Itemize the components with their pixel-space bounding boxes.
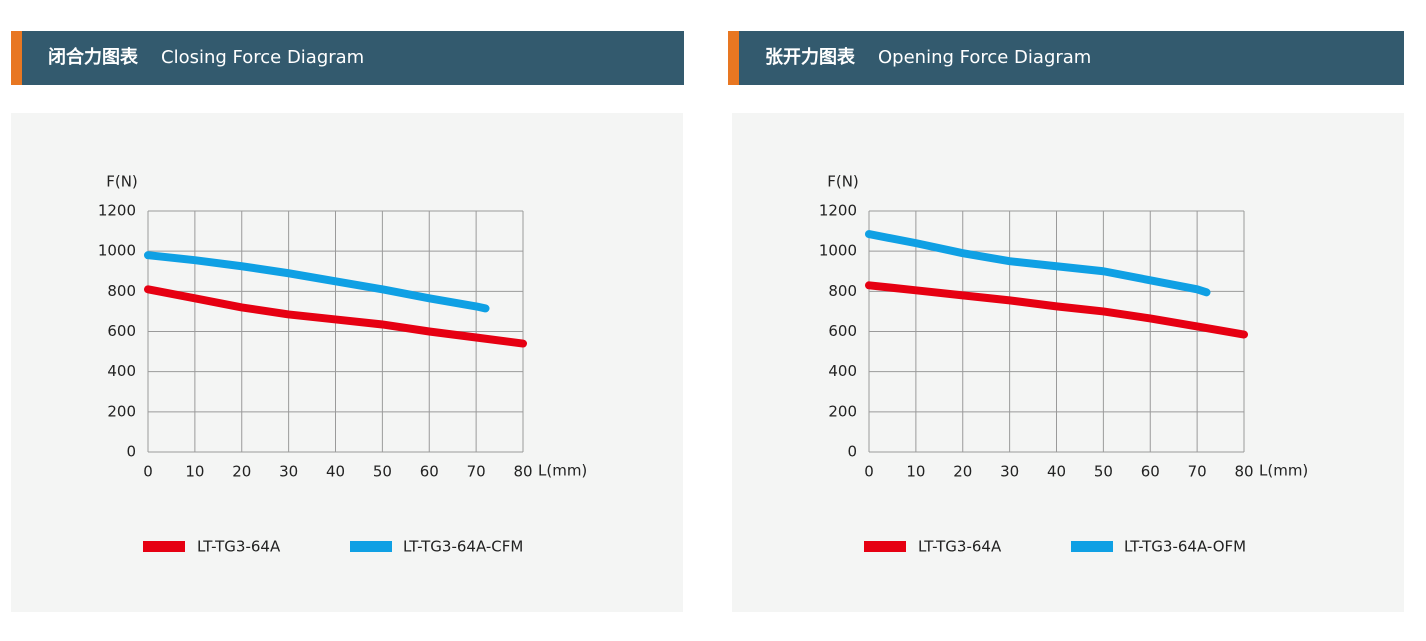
header-accent [728,31,739,85]
x-tick-label: 50 [1094,463,1113,481]
x-tick-label: 0 [864,463,874,481]
y-tick-label: 600 [828,322,857,340]
x-tick-label: 60 [420,463,439,481]
legend-swatch [143,541,185,552]
legend-swatch [350,541,392,552]
legend-swatch [1071,541,1113,552]
x-tick-label: 80 [513,463,532,481]
legend-label: LT-TG3-64A-CFM [403,538,523,556]
x-tick-label: 20 [953,463,972,481]
line [144,251,490,313]
x-axis-label: L(mm) [538,462,587,480]
y-tick-label: 1200 [819,202,857,220]
y-tick-label: 200 [828,402,857,420]
x-tick-label: 10 [906,463,925,481]
line [144,285,527,348]
y-tick-label: 1200 [98,202,136,220]
y-tick-label: 800 [828,282,857,300]
x-tick-label: 40 [1047,463,1066,481]
panel [732,113,1404,612]
legend-label: LT-TG3-64A-OFM [1124,538,1246,556]
y-tick-label: 200 [107,402,136,420]
x-tick-label: 50 [373,463,392,481]
header-title: Opening Force Diagram [878,47,1091,68]
legend-label: LT-TG3-64A [197,538,281,556]
x-tick-label: 20 [232,463,251,481]
y-tick-label: 400 [107,362,136,380]
x-tick-label: 30 [1000,463,1019,481]
y-tick-label: 600 [107,322,136,340]
x-tick-label: 0 [143,463,153,481]
y-tick-label: 800 [107,282,136,300]
x-tick-label: 70 [467,463,486,481]
header-title: Closing Force Diagram [161,47,364,68]
header-accent [11,31,22,85]
x-tick-label: 40 [326,463,345,481]
header-title-cn: 闭合力图表 [48,46,139,68]
y-axis-label: F(N) [827,173,859,191]
y-tick-label: 1000 [819,242,857,260]
y-tick-label: 1000 [98,242,136,260]
line [865,281,1248,339]
y-tick-label: 400 [828,362,857,380]
x-tick-label: 70 [1188,463,1207,481]
header-bar [728,31,1404,85]
header-bar [11,31,684,85]
legend-swatch [864,541,906,552]
legend-label: LT-TG3-64A [918,538,1002,556]
x-axis-label: L(mm) [1259,462,1308,480]
y-tick-label: 0 [847,443,857,461]
x-tick-label: 80 [1234,463,1253,481]
x-tick-label: 10 [185,463,204,481]
y-tick-label: 0 [126,443,136,461]
x-tick-label: 60 [1141,463,1160,481]
header-title-cn: 张开力图表 [765,46,856,68]
y-axis-label: F(N) [106,173,138,191]
line [865,230,1211,297]
panel [11,113,683,612]
x-tick-label: 30 [279,463,298,481]
